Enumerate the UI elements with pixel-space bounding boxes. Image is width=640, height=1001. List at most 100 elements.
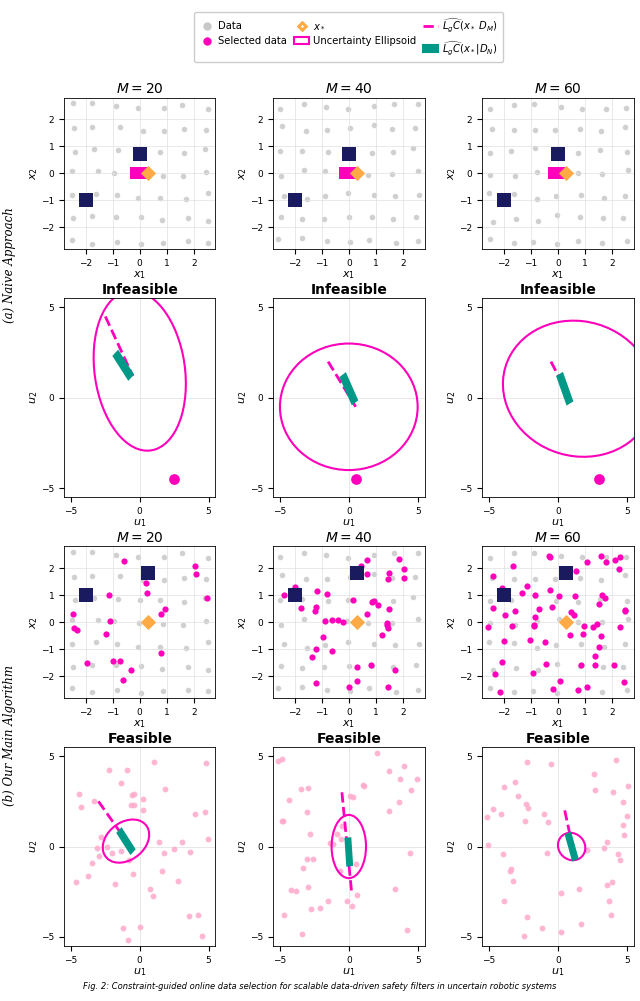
Point xyxy=(390,663,400,679)
Point xyxy=(310,603,320,619)
Point xyxy=(613,846,623,862)
Point xyxy=(159,123,170,139)
Point xyxy=(342,164,352,180)
Point xyxy=(87,95,97,111)
Point xyxy=(318,629,328,645)
Point xyxy=(275,550,285,566)
Point xyxy=(297,142,307,158)
Point xyxy=(575,570,585,586)
Point xyxy=(102,839,112,855)
Point xyxy=(158,684,168,700)
Point xyxy=(395,771,405,787)
Point xyxy=(67,636,77,652)
Title: $M = 20$: $M = 20$ xyxy=(116,82,164,96)
Point xyxy=(362,552,372,568)
Point xyxy=(177,96,187,112)
Point xyxy=(297,211,307,227)
Point xyxy=(588,619,598,635)
Point xyxy=(383,572,393,588)
Point xyxy=(532,613,542,629)
Point xyxy=(597,615,607,631)
Point xyxy=(105,613,115,629)
Point xyxy=(483,837,493,853)
Point xyxy=(487,571,497,587)
Point xyxy=(401,922,412,938)
Point xyxy=(399,570,409,586)
Point xyxy=(119,553,129,569)
Title: $M = 20$: $M = 20$ xyxy=(116,532,164,546)
Point xyxy=(548,165,559,181)
Point xyxy=(509,571,519,587)
Point xyxy=(525,633,535,649)
Point xyxy=(70,875,81,891)
Point xyxy=(70,593,80,609)
Point xyxy=(279,907,289,923)
Point xyxy=(554,165,564,181)
Y-axis label: $u_2$: $u_2$ xyxy=(28,840,40,853)
Point xyxy=(181,640,191,656)
Point xyxy=(594,597,604,613)
Point xyxy=(529,546,540,562)
Point xyxy=(530,571,540,587)
Point xyxy=(322,233,332,249)
Point xyxy=(297,592,307,608)
Point xyxy=(83,868,93,884)
Title: $M = 40$: $M = 40$ xyxy=(325,82,372,96)
Point xyxy=(159,572,170,588)
Point xyxy=(301,191,312,207)
Point xyxy=(589,783,600,799)
Point xyxy=(495,684,506,700)
Point xyxy=(534,601,544,617)
Point xyxy=(298,860,308,876)
Title: Feasible: Feasible xyxy=(108,732,172,746)
Point xyxy=(529,618,540,634)
Point xyxy=(388,545,399,561)
Point xyxy=(551,637,561,653)
Point xyxy=(311,599,321,615)
Point xyxy=(190,806,200,822)
Point xyxy=(611,752,621,768)
Point xyxy=(86,208,97,224)
Point xyxy=(499,893,509,909)
Point xyxy=(623,611,634,627)
Point xyxy=(410,570,420,586)
Point xyxy=(156,606,166,622)
Point xyxy=(376,627,387,643)
Point xyxy=(297,679,307,695)
Point xyxy=(366,209,376,225)
Point xyxy=(414,636,424,652)
Point xyxy=(336,832,346,848)
Point xyxy=(116,843,127,859)
Point xyxy=(193,908,204,924)
Point xyxy=(498,846,508,862)
Point xyxy=(320,163,330,179)
Point xyxy=(312,584,322,600)
Point xyxy=(541,656,552,672)
Point xyxy=(343,185,353,201)
Point xyxy=(115,653,125,669)
Point xyxy=(614,562,625,578)
Point xyxy=(620,637,630,653)
Point xyxy=(519,928,529,944)
Point xyxy=(279,637,289,653)
Point xyxy=(76,799,86,815)
Point xyxy=(93,848,104,864)
Point xyxy=(550,122,561,138)
Point xyxy=(513,788,524,804)
Point xyxy=(499,192,509,208)
Point xyxy=(556,99,566,115)
Y-axis label: $x_2$: $x_2$ xyxy=(237,616,249,629)
Point xyxy=(173,874,183,890)
Point xyxy=(575,121,585,137)
Point xyxy=(279,187,289,203)
Point xyxy=(548,681,558,697)
Y-axis label: $u_2$: $u_2$ xyxy=(237,391,249,404)
Point xyxy=(301,123,312,139)
Point xyxy=(184,908,194,924)
Point xyxy=(517,586,527,602)
Point xyxy=(509,235,519,251)
Point xyxy=(90,141,100,157)
Point xyxy=(575,916,586,932)
Point xyxy=(520,796,531,812)
Point xyxy=(286,882,296,898)
